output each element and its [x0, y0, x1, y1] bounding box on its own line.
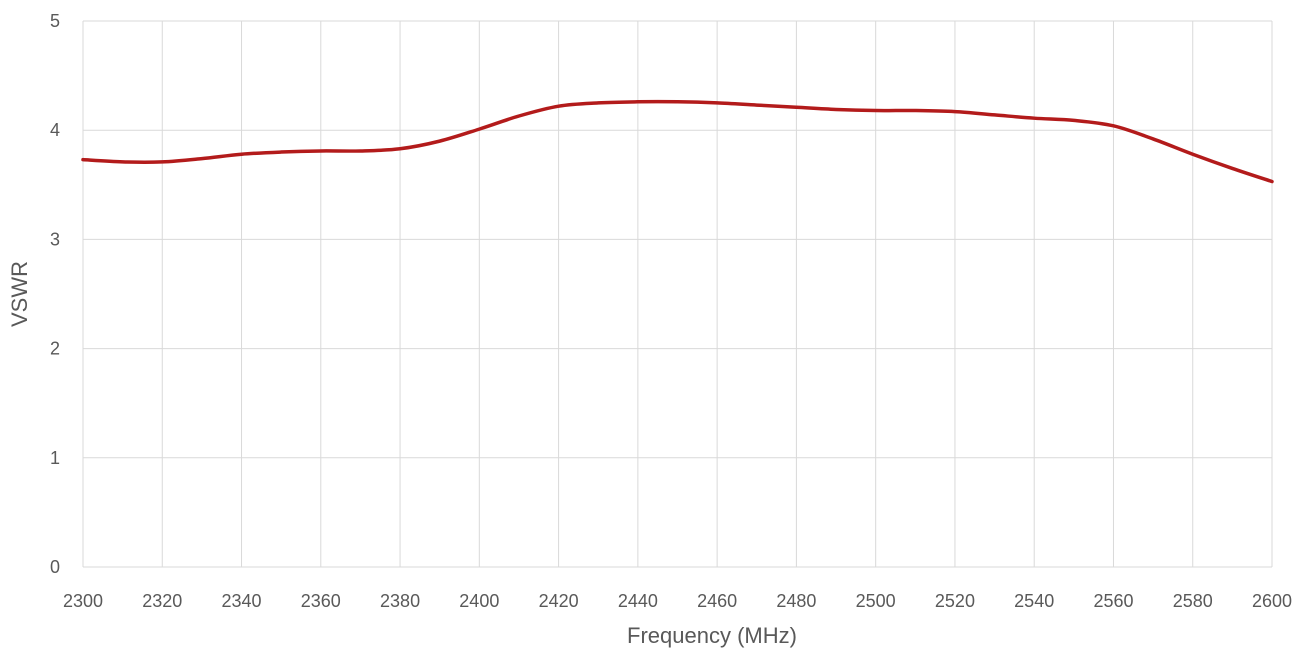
x-tick-label: 2500 [856, 591, 896, 611]
x-tick-label: 2300 [63, 591, 103, 611]
y-tick-labels: 0 1 2 3 4 5 [50, 11, 60, 577]
y-tick-label: 5 [50, 11, 60, 31]
x-tick-label: 2460 [697, 591, 737, 611]
x-tick-label: 2400 [459, 591, 499, 611]
x-tick-label: 2380 [380, 591, 420, 611]
y-tick-label: 3 [50, 229, 60, 249]
x-tick-label: 2360 [301, 591, 341, 611]
vswr-series-line [81, 99, 1274, 184]
x-tick-label: 2340 [222, 591, 262, 611]
x-tick-label: 2320 [142, 591, 182, 611]
x-tick-label: 2540 [1014, 591, 1054, 611]
x-tick-labels: 2300 2320 2340 2360 2380 2400 2420 2440 2460 2480… [63, 591, 1292, 611]
y-axis-title: VSWR [7, 261, 32, 327]
y-tick-label: 1 [50, 448, 60, 468]
x-tick-label: 2420 [539, 591, 579, 611]
x-tick-label: 2440 [618, 591, 658, 611]
x-tick-label: 2520 [935, 591, 975, 611]
x-tick-label: 2560 [1093, 591, 1133, 611]
x-tick-label: 2480 [776, 591, 816, 611]
series-layer [81, 99, 1274, 184]
x-axis-title: Frequency (MHz) [627, 623, 797, 648]
x-tick-label: 2600 [1252, 591, 1292, 611]
y-tick-label: 2 [50, 339, 60, 359]
y-tick-label: 0 [50, 557, 60, 577]
x-tick-label: 2580 [1173, 591, 1213, 611]
y-tick-label: 4 [50, 120, 60, 140]
